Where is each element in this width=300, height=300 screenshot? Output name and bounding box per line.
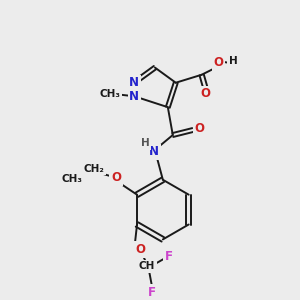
Text: H: H — [229, 56, 238, 66]
Text: N: N — [129, 76, 139, 89]
Text: N: N — [149, 146, 159, 158]
Text: O: O — [201, 87, 211, 100]
Text: O: O — [195, 122, 205, 135]
Text: CH₂: CH₂ — [84, 164, 105, 174]
Text: N: N — [129, 90, 139, 103]
Text: O: O — [111, 171, 121, 184]
Text: O: O — [214, 56, 224, 69]
Text: CH₃: CH₃ — [100, 89, 121, 99]
Text: F: F — [148, 286, 156, 298]
Text: H: H — [141, 138, 149, 148]
Text: F: F — [165, 250, 173, 263]
Text: CH₃: CH₃ — [62, 174, 83, 184]
Text: CH: CH — [139, 261, 155, 271]
Text: O: O — [135, 243, 145, 256]
